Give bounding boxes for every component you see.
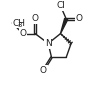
Text: N: N xyxy=(45,39,52,48)
Text: O: O xyxy=(76,14,83,23)
Text: O: O xyxy=(19,29,26,38)
Polygon shape xyxy=(60,18,68,34)
Text: Cl: Cl xyxy=(56,1,65,10)
Text: CH: CH xyxy=(12,19,25,28)
Text: 3: 3 xyxy=(17,22,22,28)
Text: O: O xyxy=(32,14,39,23)
Text: O: O xyxy=(40,66,47,75)
